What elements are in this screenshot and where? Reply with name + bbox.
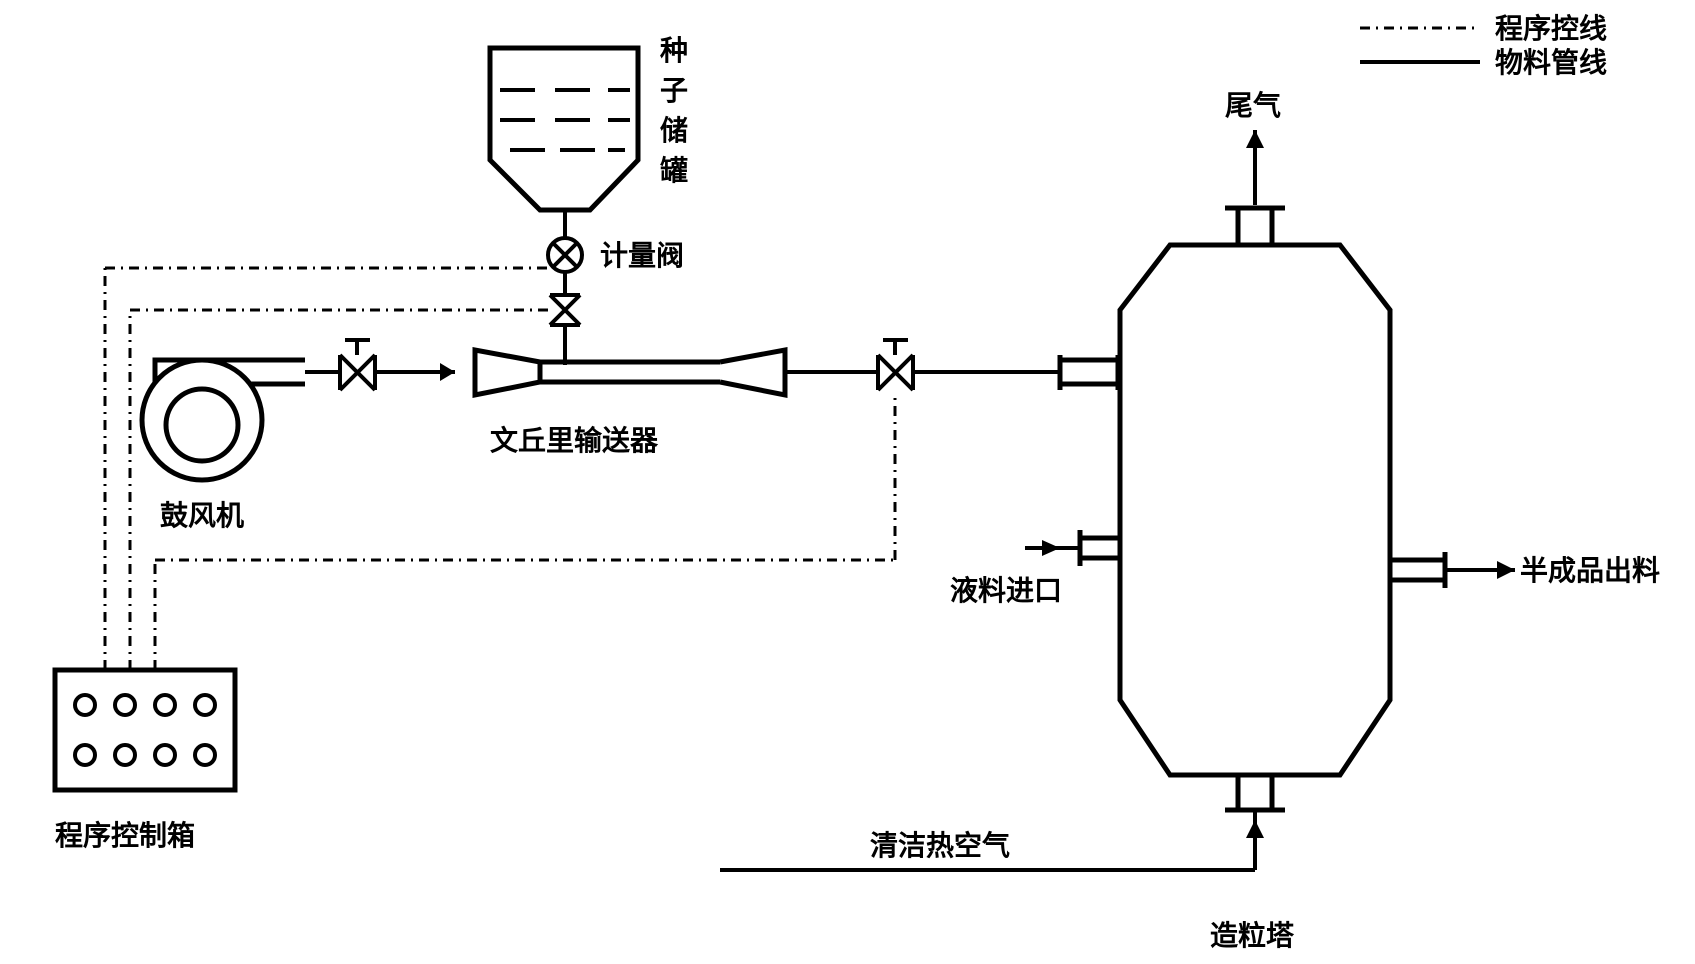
liquid-inlet-label: 液料进口	[950, 575, 1062, 606]
valve-below-metering	[550, 295, 580, 325]
venturi: 文丘里输送器	[475, 350, 785, 456]
control-box-label: 程序控制箱	[55, 819, 195, 851]
blower: 鼓风机	[142, 360, 305, 531]
legend: 程序控线 物料管线	[1360, 12, 1607, 78]
seed-tank-label: 种 子 储 罐	[660, 35, 696, 186]
hot-air-label: 清洁热空气	[870, 829, 1010, 861]
granulation-tower: 尾气 液料进口 半成品出料 清洁热空气 造粒塔	[720, 90, 1660, 951]
metering-valve-icon: 计量阀	[548, 238, 684, 272]
control-lines	[105, 268, 895, 670]
metering-valve-label: 计量阀	[600, 240, 684, 271]
tower-label: 造粒塔	[1210, 920, 1295, 951]
diagram: 程序控线 物料管线 种 子 储 罐 计量阀	[0, 0, 1695, 964]
seed-tank: 种 子 储 罐	[490, 35, 696, 210]
legend-solid-label: 物料管线	[1495, 46, 1607, 78]
tail-gas-label: 尾气	[1225, 90, 1281, 121]
control-box: 程序控制箱	[55, 670, 235, 851]
legend-dash-label: 程序控线	[1495, 12, 1607, 44]
tower-inlet	[1060, 355, 1120, 390]
valve-2	[878, 340, 913, 390]
product-out-label: 半成品出料	[1520, 555, 1660, 586]
blower-label: 鼓风机	[160, 500, 244, 531]
venturi-label: 文丘里输送器	[490, 424, 659, 456]
valve-1	[340, 340, 375, 390]
